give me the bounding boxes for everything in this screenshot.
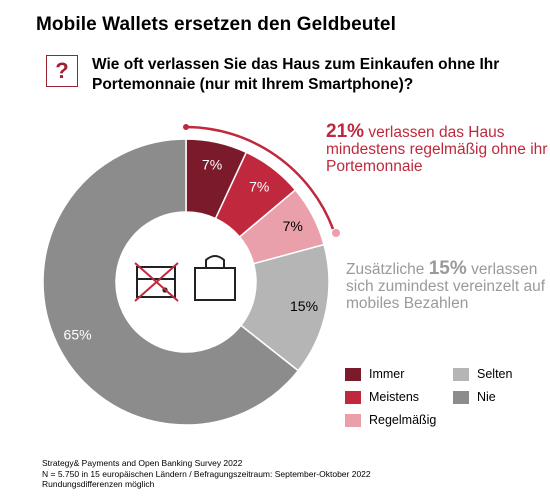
highlight-arc-end	[332, 229, 340, 237]
legend-item-selten: Selten	[453, 367, 512, 381]
callout-occasional-prefix: Zusätzliche	[346, 261, 425, 278]
legend-swatch	[345, 413, 361, 427]
chart-title: Mobile Wallets ersetzen den Geldbeutel	[36, 14, 396, 35]
callout-occasional: Zusätzliche 15% verlassen sich zumindest…	[346, 258, 546, 312]
legend-swatch	[345, 367, 361, 381]
shopping-bag-icon	[194, 255, 236, 301]
slice-label-selten: 15%	[290, 298, 318, 314]
legend: Immer Meistens Regelmäßig Selten Nie	[345, 367, 545, 431]
highlight-arc-start	[183, 124, 189, 130]
donut-slice-labels: 7% 7% 7% 15% 65%	[64, 156, 319, 342]
slice-label-nie: 65%	[64, 327, 92, 343]
donut-slices	[42, 138, 330, 426]
legend-swatch	[453, 367, 469, 381]
callout-regular-percent: 21%	[326, 121, 365, 142]
footer-sample: N = 5.750 in 15 europäischen Ländern / B…	[42, 468, 371, 479]
legend-item-regelmaessig: Regelmäßig	[345, 413, 436, 427]
callout-regular: 21% verlassen das Haus mindestens regelm…	[326, 121, 548, 175]
slice-label-immer: 7%	[202, 156, 222, 172]
legend-label: Immer	[369, 367, 405, 381]
legend-label: Meistens	[369, 390, 420, 404]
question-icon: ?	[46, 55, 78, 87]
slice-label-regelmäßig: 7%	[283, 218, 303, 234]
survey-question: Wie oft verlassen Sie das Haus zum Einka…	[92, 56, 500, 93]
footer-rounding: Rundungsdifferenzen möglich	[42, 479, 155, 489]
callout-occasional-text: verlassen sich zumindest vereinzelt auf …	[346, 261, 546, 312]
callout-regular-text: verlassen das Haus mindestens regelmäßig…	[326, 124, 548, 175]
legend-label: Nie	[477, 390, 496, 404]
callout-occasional-percent: 15%	[428, 258, 467, 279]
donut-slice-nie	[42, 138, 300, 426]
legend-swatch	[345, 390, 361, 404]
slice-label-meistens: 7%	[249, 178, 269, 194]
footer-source: Strategy& Payments and Open Banking Surv…	[42, 458, 243, 468]
legend-swatch	[453, 390, 469, 404]
legend-label: Selten	[477, 367, 513, 381]
legend-item-nie: Nie	[453, 390, 496, 404]
crossed-wallet-icon	[134, 262, 179, 302]
legend-item-meistens: Meistens	[345, 390, 419, 404]
highlight-arc	[186, 125, 335, 230]
footer-notes: Strategy& Payments and Open Banking Surv…	[42, 458, 371, 490]
legend-item-immer: Immer	[345, 367, 404, 381]
legend-label: Regelmäßig	[369, 413, 437, 427]
